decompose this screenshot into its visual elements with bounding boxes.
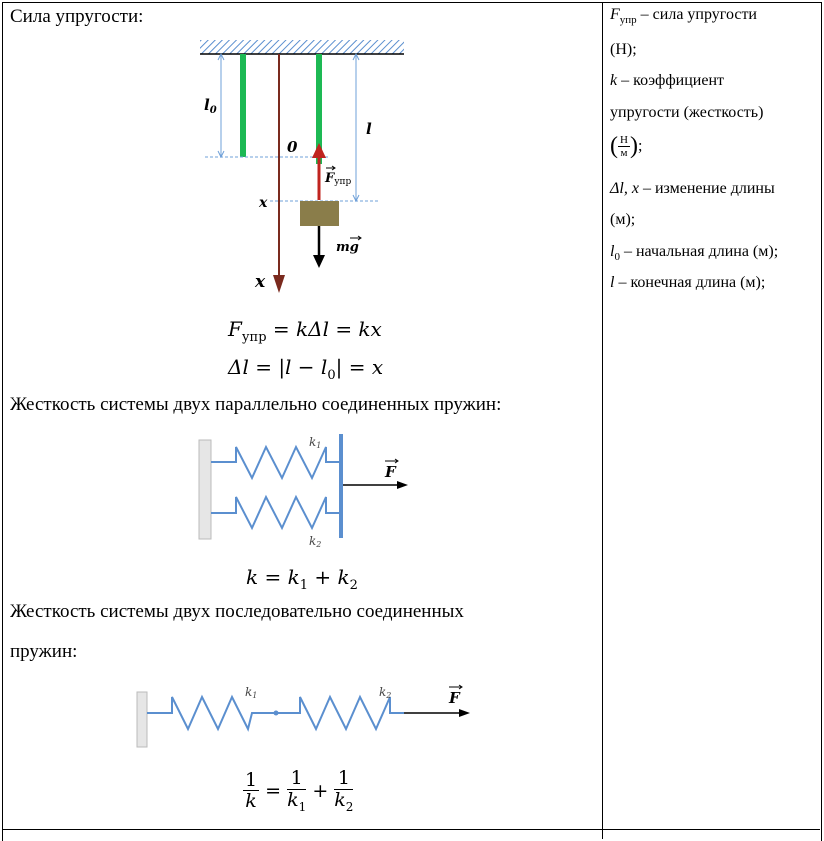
l0-arrow-top bbox=[217, 52, 225, 61]
legend-k-desc: упругости (жесткость) bbox=[610, 104, 764, 121]
wall-series bbox=[136, 691, 148, 748]
label-x-axis: x bbox=[254, 272, 266, 292]
label-force-series: F bbox=[448, 689, 461, 707]
label-k2-parallel: k2 bbox=[309, 534, 321, 549]
label-l: l bbox=[366, 120, 372, 138]
connector-bar-parallel bbox=[339, 434, 343, 538]
label-k1-parallel: k1 bbox=[309, 435, 321, 450]
legend-l: l – конечная длина (м); bbox=[610, 274, 766, 291]
heading-series-springs-line2: пружин: bbox=[10, 641, 78, 662]
spring-k2-parallel bbox=[211, 494, 341, 531]
legend-force-unit: (Н); bbox=[610, 41, 637, 58]
spring-k1-parallel bbox=[211, 444, 341, 481]
spring-k1-series bbox=[147, 694, 276, 732]
legend-l0: l0 – начальная длина (м); bbox=[610, 243, 779, 264]
formula-parallel: k = k1 + k2 bbox=[246, 565, 358, 593]
column-divider bbox=[602, 2, 603, 839]
mass-block bbox=[300, 201, 339, 226]
table-bottom-line bbox=[2, 829, 820, 830]
heading-elastic-force: Сила упругости: bbox=[10, 6, 144, 27]
spring-stretched bbox=[316, 54, 322, 164]
label-gravity: mg bbox=[336, 240, 359, 255]
label-force-parallel: F bbox=[384, 463, 397, 481]
label-k1-series: k1 bbox=[245, 685, 257, 700]
formula-hooke: Fупр = kΔl = kx bbox=[228, 317, 382, 345]
legend-force: Fупр – сила упругости bbox=[610, 6, 757, 27]
formula-delta-l: Δl = |l − l0| = x bbox=[228, 355, 384, 383]
ceiling-hatch bbox=[200, 40, 404, 54]
wall-parallel bbox=[198, 439, 212, 540]
legend-k: k – коэффициент bbox=[610, 72, 725, 89]
x-axis-arrowhead bbox=[273, 275, 285, 293]
gravity-arrowhead bbox=[313, 255, 325, 268]
label-l0: l0 bbox=[204, 96, 217, 116]
spring-unstretched bbox=[240, 54, 246, 157]
label-k2-series: k2 bbox=[379, 685, 391, 700]
label-zero: 0 bbox=[287, 138, 298, 156]
heading-parallel-springs: Жесткость системы двух параллельно соеди… bbox=[10, 394, 502, 415]
l-arrow-top bbox=[352, 52, 360, 61]
legend-delta-l: Δl, x – изменение длины bbox=[610, 180, 775, 197]
elastic-force-arrowhead bbox=[312, 143, 326, 158]
label-elastic-force: Fупр bbox=[324, 171, 352, 187]
label-x-level: x bbox=[258, 195, 268, 211]
heading-series-springs-line1: Жесткость системы двух последовательно с… bbox=[10, 601, 464, 622]
legend-delta-l-unit: (м); bbox=[610, 211, 636, 228]
spring-k2-series bbox=[276, 694, 404, 732]
